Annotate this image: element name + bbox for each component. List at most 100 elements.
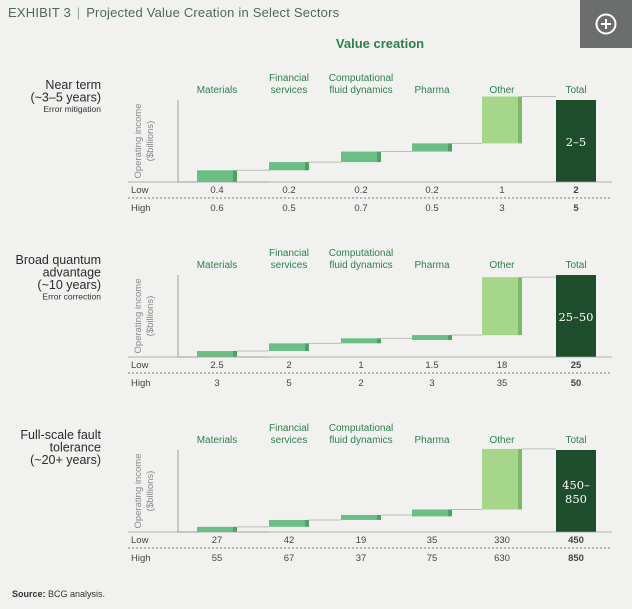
panel-title-line: advantage	[43, 266, 101, 280]
low-value-financial-services: 0.2	[282, 185, 295, 196]
source-note: Source: BCG analysis.	[12, 589, 105, 599]
low-value-total: 2	[573, 185, 578, 196]
low-value-other: 330	[494, 535, 510, 546]
y-axis-label: Operating income	[133, 279, 144, 354]
high-value-computational-fluid-dynamics: 37	[356, 553, 367, 564]
bar-total	[556, 275, 596, 357]
category-label-financial-services: Financial	[269, 73, 309, 84]
bar-materials	[197, 170, 233, 182]
low-value-computational-fluid-dynamics: 19	[356, 535, 367, 546]
bar-computational-fluid-dynamics	[341, 151, 377, 163]
bar-financial-services	[269, 519, 305, 527]
bar-shade-pharma	[448, 143, 452, 152]
high-value-financial-services: 5	[286, 378, 291, 389]
category-label-materials: Materials	[197, 435, 238, 446]
bar-shade-financial-services	[305, 519, 309, 527]
high-value-pharma: 0.5	[425, 203, 438, 214]
low-value-other: 18	[497, 360, 508, 371]
panel-title-line: tolerance	[50, 441, 101, 455]
low-value-financial-services: 42	[284, 535, 295, 546]
bar-other	[482, 96, 518, 144]
exhibit-title: EXHIBIT 3 | Projected Value Creation in …	[8, 5, 340, 20]
category-label-computational-fluid-dynamics: Computational	[329, 73, 393, 84]
category-label-other: Other	[489, 435, 515, 446]
high-value-financial-services: 0.5	[282, 203, 295, 214]
category-label-financial-services: services	[271, 260, 308, 271]
bar-materials	[197, 350, 233, 357]
high-value-pharma: 75	[427, 553, 438, 564]
panel-title-line: Near term	[45, 78, 101, 92]
y-axis-label: ($billions)	[145, 471, 156, 512]
panel-subtitle: Error mitigation	[43, 104, 101, 114]
category-label-financial-services: services	[271, 85, 308, 96]
exhibit-label: EXHIBIT 3	[8, 5, 71, 20]
low-value-total: 25	[571, 360, 582, 371]
row-label-high: High	[131, 553, 151, 564]
bar-shade-other	[518, 96, 522, 144]
category-label-computational-fluid-dynamics: fluid dynamics	[329, 260, 392, 271]
category-label-other: Other	[489, 260, 515, 271]
high-value-materials: 55	[212, 553, 223, 564]
bar-shade-other	[518, 277, 522, 336]
panel-title-line: Broad quantum	[16, 253, 101, 267]
bar-shade-pharma	[448, 509, 452, 517]
panel-subtitle: Error correction	[42, 292, 101, 302]
bar-shade-pharma	[448, 335, 452, 341]
low-value-financial-services: 2	[286, 360, 291, 371]
bar-shade-materials	[233, 170, 237, 182]
low-value-materials: 2.5	[210, 360, 223, 371]
low-value-materials: 0.4	[210, 185, 223, 196]
high-value-total: 850	[568, 553, 584, 564]
bar-pharma	[412, 143, 448, 152]
low-value-other: 1	[499, 185, 504, 196]
high-value-computational-fluid-dynamics: 0.7	[354, 203, 367, 214]
high-value-other: 3	[499, 203, 504, 214]
category-label-financial-services: Financial	[269, 423, 309, 434]
high-value-materials: 0.6	[210, 203, 223, 214]
value-creation-heading: Value creation	[335, 36, 425, 51]
low-value-computational-fluid-dynamics: 0.2	[354, 185, 367, 196]
low-value-pharma: 0.2	[425, 185, 438, 196]
total-bar-label: 2–5	[566, 135, 586, 149]
category-label-total: Total	[565, 260, 586, 271]
high-value-total: 50	[571, 378, 582, 389]
bar-financial-services	[269, 162, 305, 171]
panel-title-line: (~3–5 years)	[30, 91, 101, 105]
bar-computational-fluid-dynamics	[341, 514, 377, 520]
bar-materials	[197, 526, 233, 532]
category-label-pharma: Pharma	[414, 435, 449, 446]
bar-shade-other	[518, 448, 522, 510]
high-value-other: 630	[494, 553, 510, 564]
y-axis-label: ($billions)	[145, 296, 156, 337]
panel-title-line: (~20+ years)	[30, 453, 101, 467]
bar-financial-services	[269, 343, 305, 351]
row-label-low: Low	[131, 535, 149, 546]
source-text: BCG analysis.	[48, 589, 106, 599]
total-bar-label: 450–	[562, 478, 590, 492]
bar-shade-computational-fluid-dynamics	[377, 338, 381, 344]
exhibit-heading: Projected Value Creation in Select Secto…	[86, 5, 340, 20]
row-label-low: Low	[131, 185, 149, 196]
low-value-pharma: 1.5	[425, 360, 438, 371]
category-label-pharma: Pharma	[414, 85, 449, 96]
bar-shade-financial-services	[305, 343, 309, 351]
y-axis-label: Operating income	[133, 104, 144, 179]
category-label-computational-fluid-dynamics: Computational	[329, 423, 393, 434]
category-label-materials: Materials	[197, 260, 238, 271]
bar-other	[482, 277, 518, 336]
total-bar-label: 850	[565, 492, 587, 506]
bar-total	[556, 100, 596, 182]
low-value-computational-fluid-dynamics: 1	[358, 360, 363, 371]
high-value-pharma: 3	[429, 378, 434, 389]
high-value-financial-services: 67	[284, 553, 295, 564]
y-axis-label: ($billions)	[145, 121, 156, 162]
row-label-high: High	[131, 203, 151, 214]
bar-total	[556, 450, 596, 532]
category-label-financial-services: services	[271, 435, 308, 446]
y-axis-label: Operating income	[133, 454, 144, 529]
category-label-materials: Materials	[197, 85, 238, 96]
row-label-low: Low	[131, 360, 149, 371]
expand-button[interactable]	[580, 0, 632, 48]
category-label-financial-services: Financial	[269, 248, 309, 259]
